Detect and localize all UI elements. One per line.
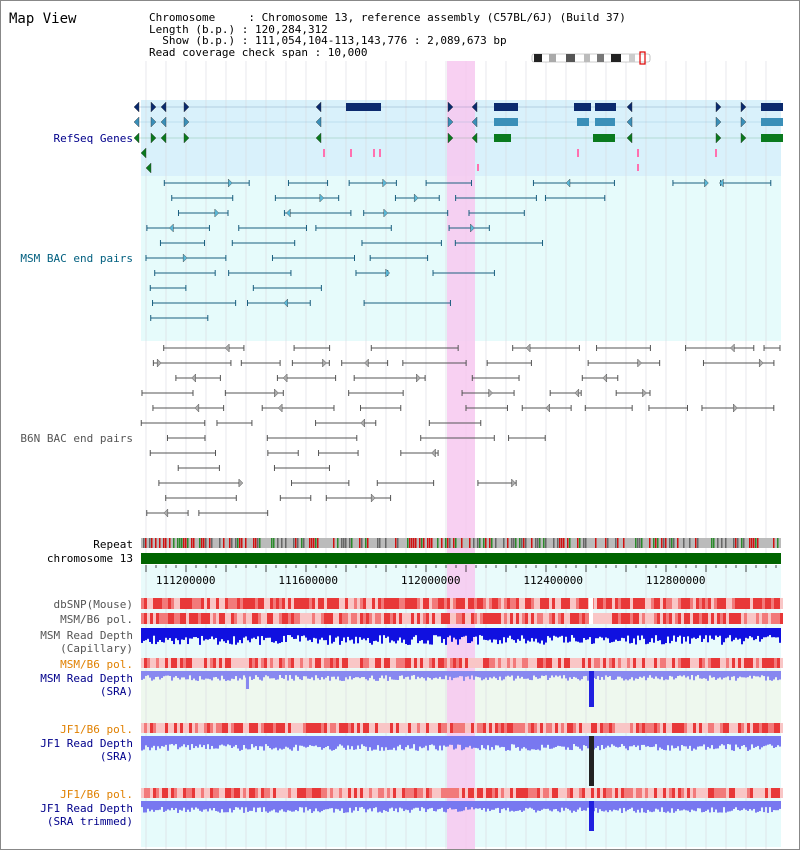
read-depth-tracks[interactable] xyxy=(141,628,781,831)
label-msm-depth-sra[interactable]: MSM Read Depth (SRA) xyxy=(40,672,133,698)
msm-bac-end-pairs[interactable] xyxy=(145,178,772,321)
axis-tick-label: 112800000 xyxy=(646,574,706,587)
polymorphism-heatmaps[interactable] xyxy=(141,598,783,798)
position-axis: 111200000 111600000 112000000 112400000 1128… xyxy=(145,565,777,587)
chromosome-ideogram[interactable] xyxy=(531,51,651,65)
label-jf1-b6-pol-2[interactable]: JF1/B6 pol. xyxy=(60,788,133,801)
region-info: Chromosome : Chromosome 13, reference as… xyxy=(149,12,626,58)
label-refseq-genes[interactable]: RefSeq Genes xyxy=(53,132,133,145)
axis-tick-label: 112000000 xyxy=(401,574,461,587)
label-msm-b6-pol-1[interactable]: MSM/B6 pol. xyxy=(60,613,133,626)
label-dbsnp[interactable]: dbSNP(Mouse) xyxy=(53,598,133,611)
b6n-bac-end-pairs[interactable] xyxy=(140,343,781,518)
chromosome-bar[interactable] xyxy=(141,553,781,564)
refseq-gene-features[interactable] xyxy=(133,101,783,174)
page-title: Map View xyxy=(9,11,77,27)
info-length: Length (b.p.) : 120,284,312 xyxy=(149,22,328,36)
label-msm-bac-end-pairs[interactable]: MSM BAC end pairs xyxy=(20,252,133,265)
gridlines xyxy=(145,61,767,849)
label-jf1-depth-trimmed[interactable]: JF1 Read Depth (SRA trimmed) xyxy=(40,802,133,828)
axis-tick-label: 112400000 xyxy=(523,574,583,587)
label-jf1-b6-pol-1[interactable]: JF1/B6 pol. xyxy=(60,723,133,736)
label-jf1-depth-sra[interactable]: JF1 Read Depth (SRA) xyxy=(40,737,133,763)
info-show-range: Show (b.p.) : 111,054,104-113,143,776 : … xyxy=(149,34,507,47)
label-msm-b6-pol-2[interactable]: MSM/B6 pol. xyxy=(60,658,133,671)
highlight-region[interactable] xyxy=(447,61,475,849)
repeat-track[interactable] xyxy=(141,538,781,548)
label-b6n-bac-end-pairs[interactable]: B6N BAC end pairs xyxy=(20,432,133,445)
label-repeat[interactable]: Repeat xyxy=(93,538,133,551)
label-msm-depth-capillary[interactable]: MSM Read Depth (Capillary) xyxy=(40,629,133,655)
axis-tick-label: 111200000 xyxy=(156,574,216,587)
info-chromosome: Chromosome : Chromosome 13, reference as… xyxy=(149,11,626,24)
info-coverage-span: Read coverage check span : 10,000 xyxy=(149,45,368,59)
label-chromosome[interactable]: chromosome 13 xyxy=(46,552,133,565)
axis-tick-label: 111600000 xyxy=(278,574,338,587)
